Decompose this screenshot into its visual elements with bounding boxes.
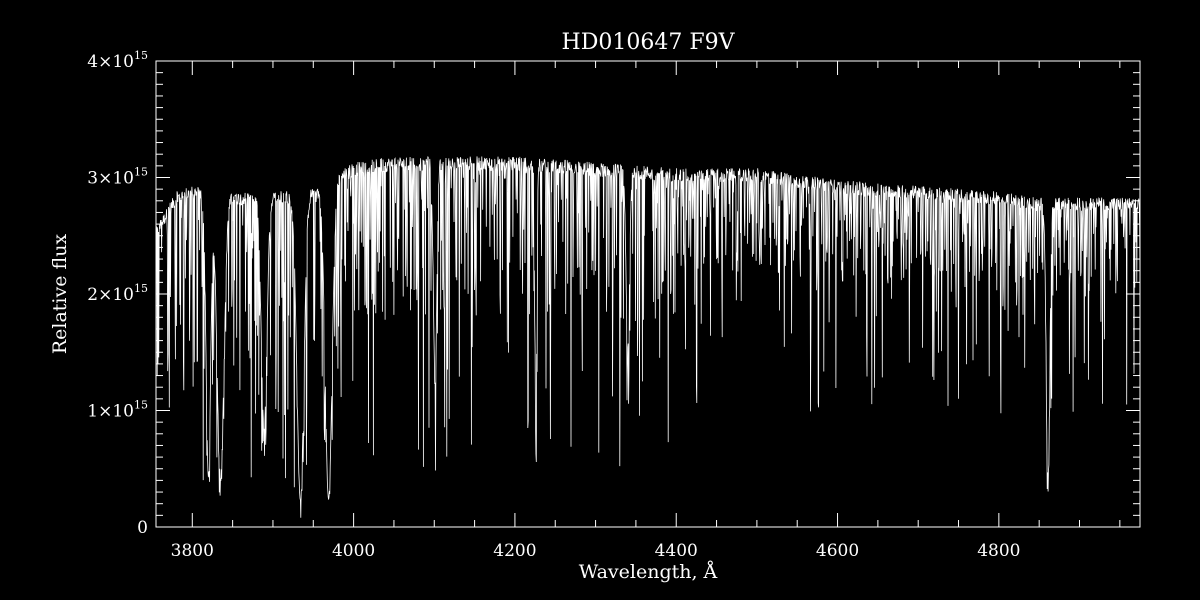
y-tick-exponent: 15: [134, 282, 148, 295]
label-layer: 3800 4000 4200 4400 4600 480001×10152×10153×1…: [87, 49, 1020, 561]
y-tick-mantissa: 1×10: [87, 402, 134, 422]
y-tick-exponent: 15: [134, 166, 148, 179]
y-tick-label: 4×1015: [87, 49, 148, 72]
x-tick-label: 4800: [977, 541, 1020, 561]
series-layer: [155, 156, 1141, 518]
y-tick-label: 0: [137, 518, 148, 538]
y-tick-mantissa: 3×10: [87, 169, 134, 189]
y-tick-label: 3×1015: [87, 166, 148, 189]
y-tick-mantissa: 2×10: [87, 285, 134, 305]
y-tick-label: 2×1015: [87, 282, 148, 305]
x-axis-label: Wavelength, Å: [579, 561, 718, 583]
y-axis-label: Relative flux: [49, 234, 71, 355]
spectrum-line: [155, 156, 1141, 518]
x-tick-label: 4400: [655, 541, 698, 561]
y-tick-mantissa: 0: [137, 518, 148, 538]
x-tick-label: 4000: [332, 541, 375, 561]
y-tick-exponent: 15: [134, 49, 148, 62]
y-tick-mantissa: 4×10: [87, 52, 134, 72]
x-tick-label: 4600: [816, 541, 859, 561]
y-tick-label: 1×1015: [87, 399, 148, 422]
tick-layer: [156, 60, 1140, 528]
x-tick-label: 3800: [171, 541, 214, 561]
x-tick-label: 4200: [493, 541, 536, 561]
y-tick-exponent: 15: [134, 399, 148, 412]
chart-title: HD010647 F9V: [562, 30, 736, 55]
